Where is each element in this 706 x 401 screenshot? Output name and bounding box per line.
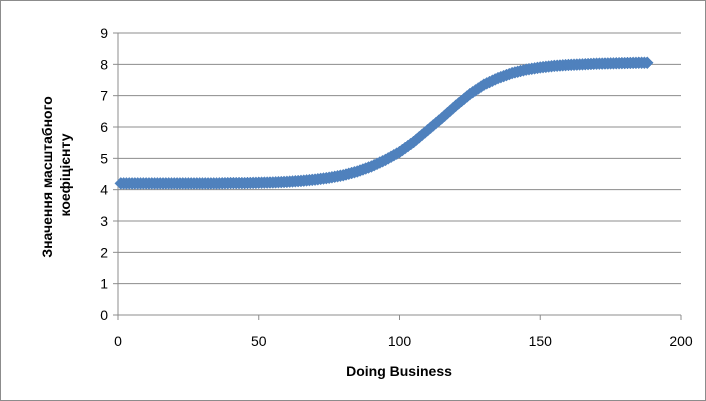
y-axis-title: Значення масштабного коефіцієнту bbox=[39, 92, 73, 257]
y-tick-label-7: 7 bbox=[100, 88, 108, 104]
axes bbox=[113, 32, 682, 320]
y-tick-label-9: 9 bbox=[100, 25, 108, 41]
x-tick-label-0: 0 bbox=[114, 333, 122, 349]
y-tick-label-4: 4 bbox=[100, 182, 108, 198]
y-tick-label-6: 6 bbox=[100, 119, 108, 135]
data-point-0-187 bbox=[640, 56, 654, 70]
y-tick-label-5: 5 bbox=[100, 150, 108, 166]
x-tick-label-100: 100 bbox=[388, 333, 412, 349]
y-axis-title-line-1: Значення масштабного bbox=[39, 96, 55, 257]
data-series bbox=[114, 56, 654, 190]
gridlines bbox=[118, 32, 681, 316]
x-tick-label-150: 150 bbox=[529, 333, 553, 349]
x-tick-label-50: 50 bbox=[251, 333, 267, 349]
y-tick-label-8: 8 bbox=[100, 56, 108, 72]
y-axis-title-line-2: коефіцієнту bbox=[57, 133, 73, 216]
y-tick-label-3: 3 bbox=[100, 213, 108, 229]
y-tick-label-0: 0 bbox=[100, 307, 108, 323]
x-axis-title: Doing Business bbox=[346, 363, 452, 379]
x-tick-label-200: 200 bbox=[669, 333, 693, 349]
tick-labels: 0 1 2 3 4 5 6 7 8 9 0 50 100 150 200 bbox=[100, 25, 693, 349]
y-tick-label-1: 1 bbox=[100, 276, 108, 292]
y-tick-label-2: 2 bbox=[100, 244, 108, 260]
